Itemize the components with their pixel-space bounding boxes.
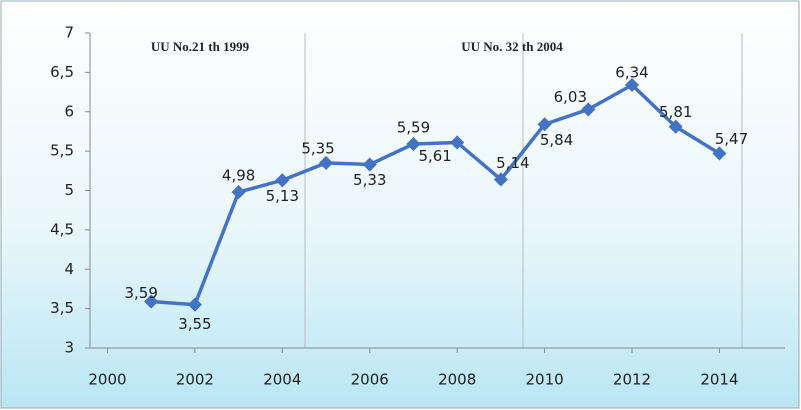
data-point <box>362 157 377 172</box>
data-point <box>187 297 202 312</box>
data-label: 5,81 <box>659 103 692 121</box>
data-point <box>712 146 727 161</box>
data-line <box>151 82 721 307</box>
x-tick-label: 2012 <box>613 371 651 389</box>
annotation: UU No.21 th 1999 <box>151 39 250 54</box>
data-label: 5,84 <box>540 131 573 149</box>
data-point <box>581 102 596 117</box>
data-label: 5,33 <box>353 171 386 189</box>
y-tick-label: 5,5 <box>50 142 74 160</box>
x-tick-label: 2014 <box>700 371 738 389</box>
x-tick-label: 2006 <box>351 371 389 389</box>
y-tick-label: 4 <box>64 260 74 278</box>
data-label: 6,03 <box>554 88 587 106</box>
data-label: 5,59 <box>397 119 430 137</box>
y-tick-label: 6 <box>64 102 74 120</box>
x-tick-label: 2000 <box>88 371 126 389</box>
data-point <box>668 119 683 134</box>
data-point <box>144 294 159 309</box>
annotation: UU No. 32 th 2004 <box>461 39 563 54</box>
data-point <box>406 136 421 152</box>
y-tick-label: 7 <box>64 24 74 42</box>
y-tick-label: 3 <box>64 339 74 357</box>
data-label: 4,98 <box>222 167 255 185</box>
y-tick-label: 3,5 <box>50 299 74 317</box>
y-tick-label: 6,5 <box>50 63 74 81</box>
data-label: 5,13 <box>266 187 299 205</box>
data-label: 3,59 <box>124 284 157 302</box>
data-label: 5,14 <box>496 154 529 172</box>
data-label: 5,61 <box>418 147 451 165</box>
x-tick-label: 2008 <box>438 371 476 389</box>
data-point <box>275 173 290 188</box>
y-tick-label: 4,5 <box>50 220 74 238</box>
x-tick-label: 2002 <box>176 371 214 389</box>
data-point <box>231 185 246 200</box>
data-point <box>624 77 640 93</box>
data-label: 6,34 <box>615 63 648 81</box>
data-label: 5,47 <box>715 130 748 148</box>
data-point <box>493 172 508 187</box>
y-tick-label: 5 <box>64 181 74 199</box>
data-label: 3,55 <box>178 315 211 333</box>
x-tick-label: 2004 <box>263 371 301 389</box>
x-tick-label: 2010 <box>525 371 563 389</box>
data-point <box>450 135 465 150</box>
data-point <box>318 155 334 171</box>
data-label: 5,35 <box>301 139 334 157</box>
data-point <box>537 117 552 132</box>
